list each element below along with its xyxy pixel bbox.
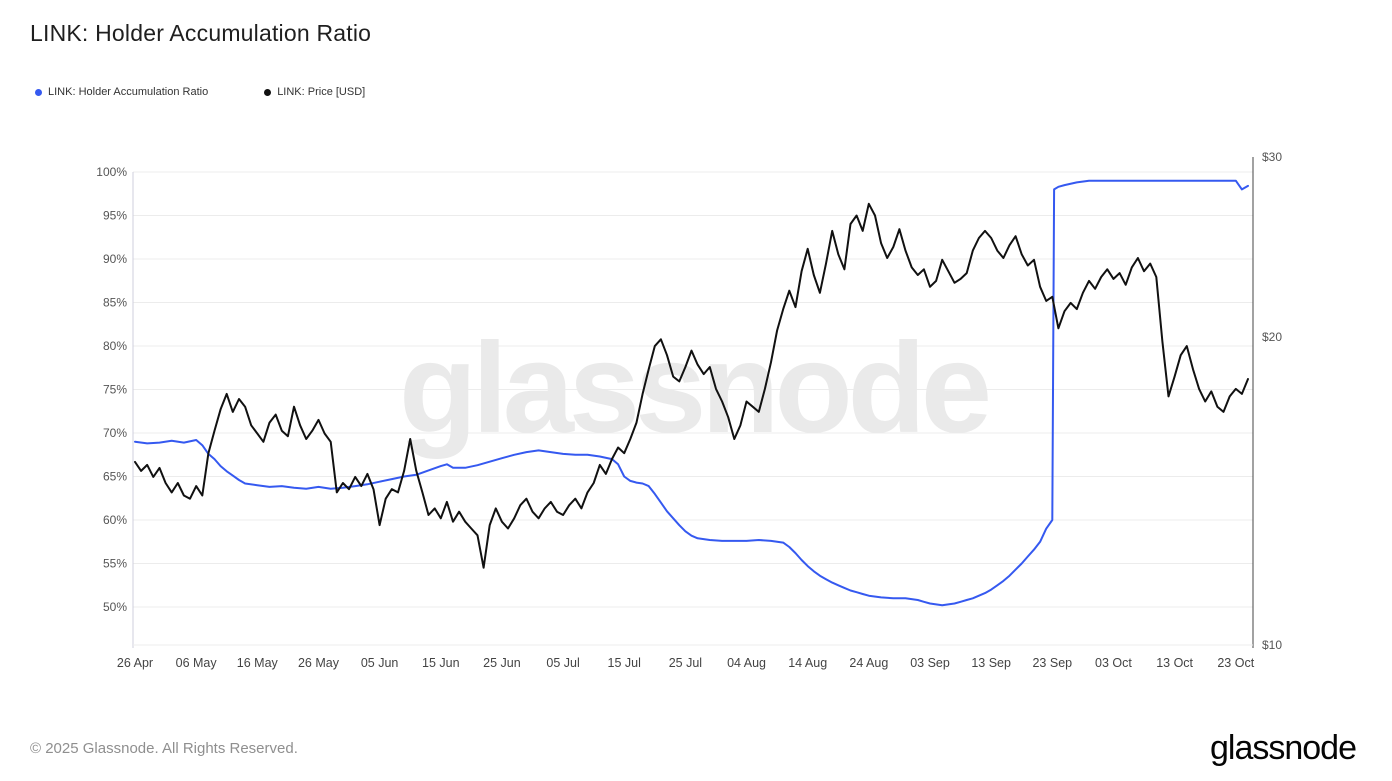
svg-text:90%: 90% <box>103 252 127 266</box>
svg-text:14 Aug: 14 Aug <box>788 656 827 670</box>
legend-label-accumulation-ratio: LINK: Holder Accumulation Ratio <box>48 86 209 98</box>
svg-text:15 Jul: 15 Jul <box>608 656 641 670</box>
svg-text:65%: 65% <box>103 470 127 484</box>
svg-text:04 Aug: 04 Aug <box>727 656 766 670</box>
svg-text:06 May: 06 May <box>176 656 218 670</box>
page-title: LINK: Holder Accumulation Ratio <box>30 20 372 46</box>
svg-text:$20: $20 <box>1262 330 1282 344</box>
footer-copyright: © 2025 Glassnode. All Rights Reserved. <box>30 740 298 757</box>
chart-legend: LINK: Holder Accumulation Ratio LINK: Pr… <box>35 86 365 98</box>
svg-text:70%: 70% <box>103 426 127 440</box>
svg-text:13 Sep: 13 Sep <box>971 656 1011 670</box>
svg-text:13 Oct: 13 Oct <box>1156 656 1193 670</box>
svg-text:03 Sep: 03 Sep <box>910 656 950 670</box>
legend-label-price: LINK: Price [USD] <box>277 86 366 98</box>
svg-text:23 Sep: 23 Sep <box>1032 656 1072 670</box>
svg-text:$10: $10 <box>1262 638 1282 652</box>
svg-text:05 Jun: 05 Jun <box>361 656 399 670</box>
svg-text:85%: 85% <box>103 296 127 310</box>
svg-text:80%: 80% <box>103 339 127 353</box>
svg-text:25 Jul: 25 Jul <box>669 656 702 670</box>
svg-text:$30: $30 <box>1262 150 1282 164</box>
svg-text:100%: 100% <box>96 165 127 179</box>
svg-text:25 Jun: 25 Jun <box>483 656 521 670</box>
chart-series-lines <box>134 179 1249 607</box>
legend-item-accumulation-ratio[interactable]: LINK: Holder Accumulation Ratio <box>35 86 208 98</box>
svg-text:75%: 75% <box>103 383 127 397</box>
svg-text:05 Jul: 05 Jul <box>546 656 579 670</box>
chart-gridlines: 100% 95% 90% 85% 80% 75% 70% 65% 60% 55% 50% $30 $20… <box>96 150 1282 670</box>
svg-text:23 Oct: 23 Oct <box>1217 656 1254 670</box>
svg-text:16 May: 16 May <box>237 656 279 670</box>
legend-item-price[interactable]: LINK: Price [USD] <box>264 86 365 98</box>
legend-dot-blue-icon <box>35 88 42 96</box>
glassnode-logo: glassnode <box>1209 729 1357 767</box>
glassnode-watermark: glassnode <box>399 317 988 460</box>
svg-text:24 Aug: 24 Aug <box>849 656 888 670</box>
svg-text:50%: 50% <box>103 600 127 614</box>
svg-text:60%: 60% <box>103 513 127 527</box>
svg-text:26 Apr: 26 Apr <box>117 656 153 670</box>
svg-text:26 May: 26 May <box>298 656 340 670</box>
svg-text:15 Jun: 15 Jun <box>422 656 460 670</box>
svg-text:95%: 95% <box>103 209 127 223</box>
legend-dot-black-icon <box>264 88 272 96</box>
svg-text:03 Oct: 03 Oct <box>1095 656 1132 670</box>
svg-text:55%: 55% <box>103 557 127 571</box>
